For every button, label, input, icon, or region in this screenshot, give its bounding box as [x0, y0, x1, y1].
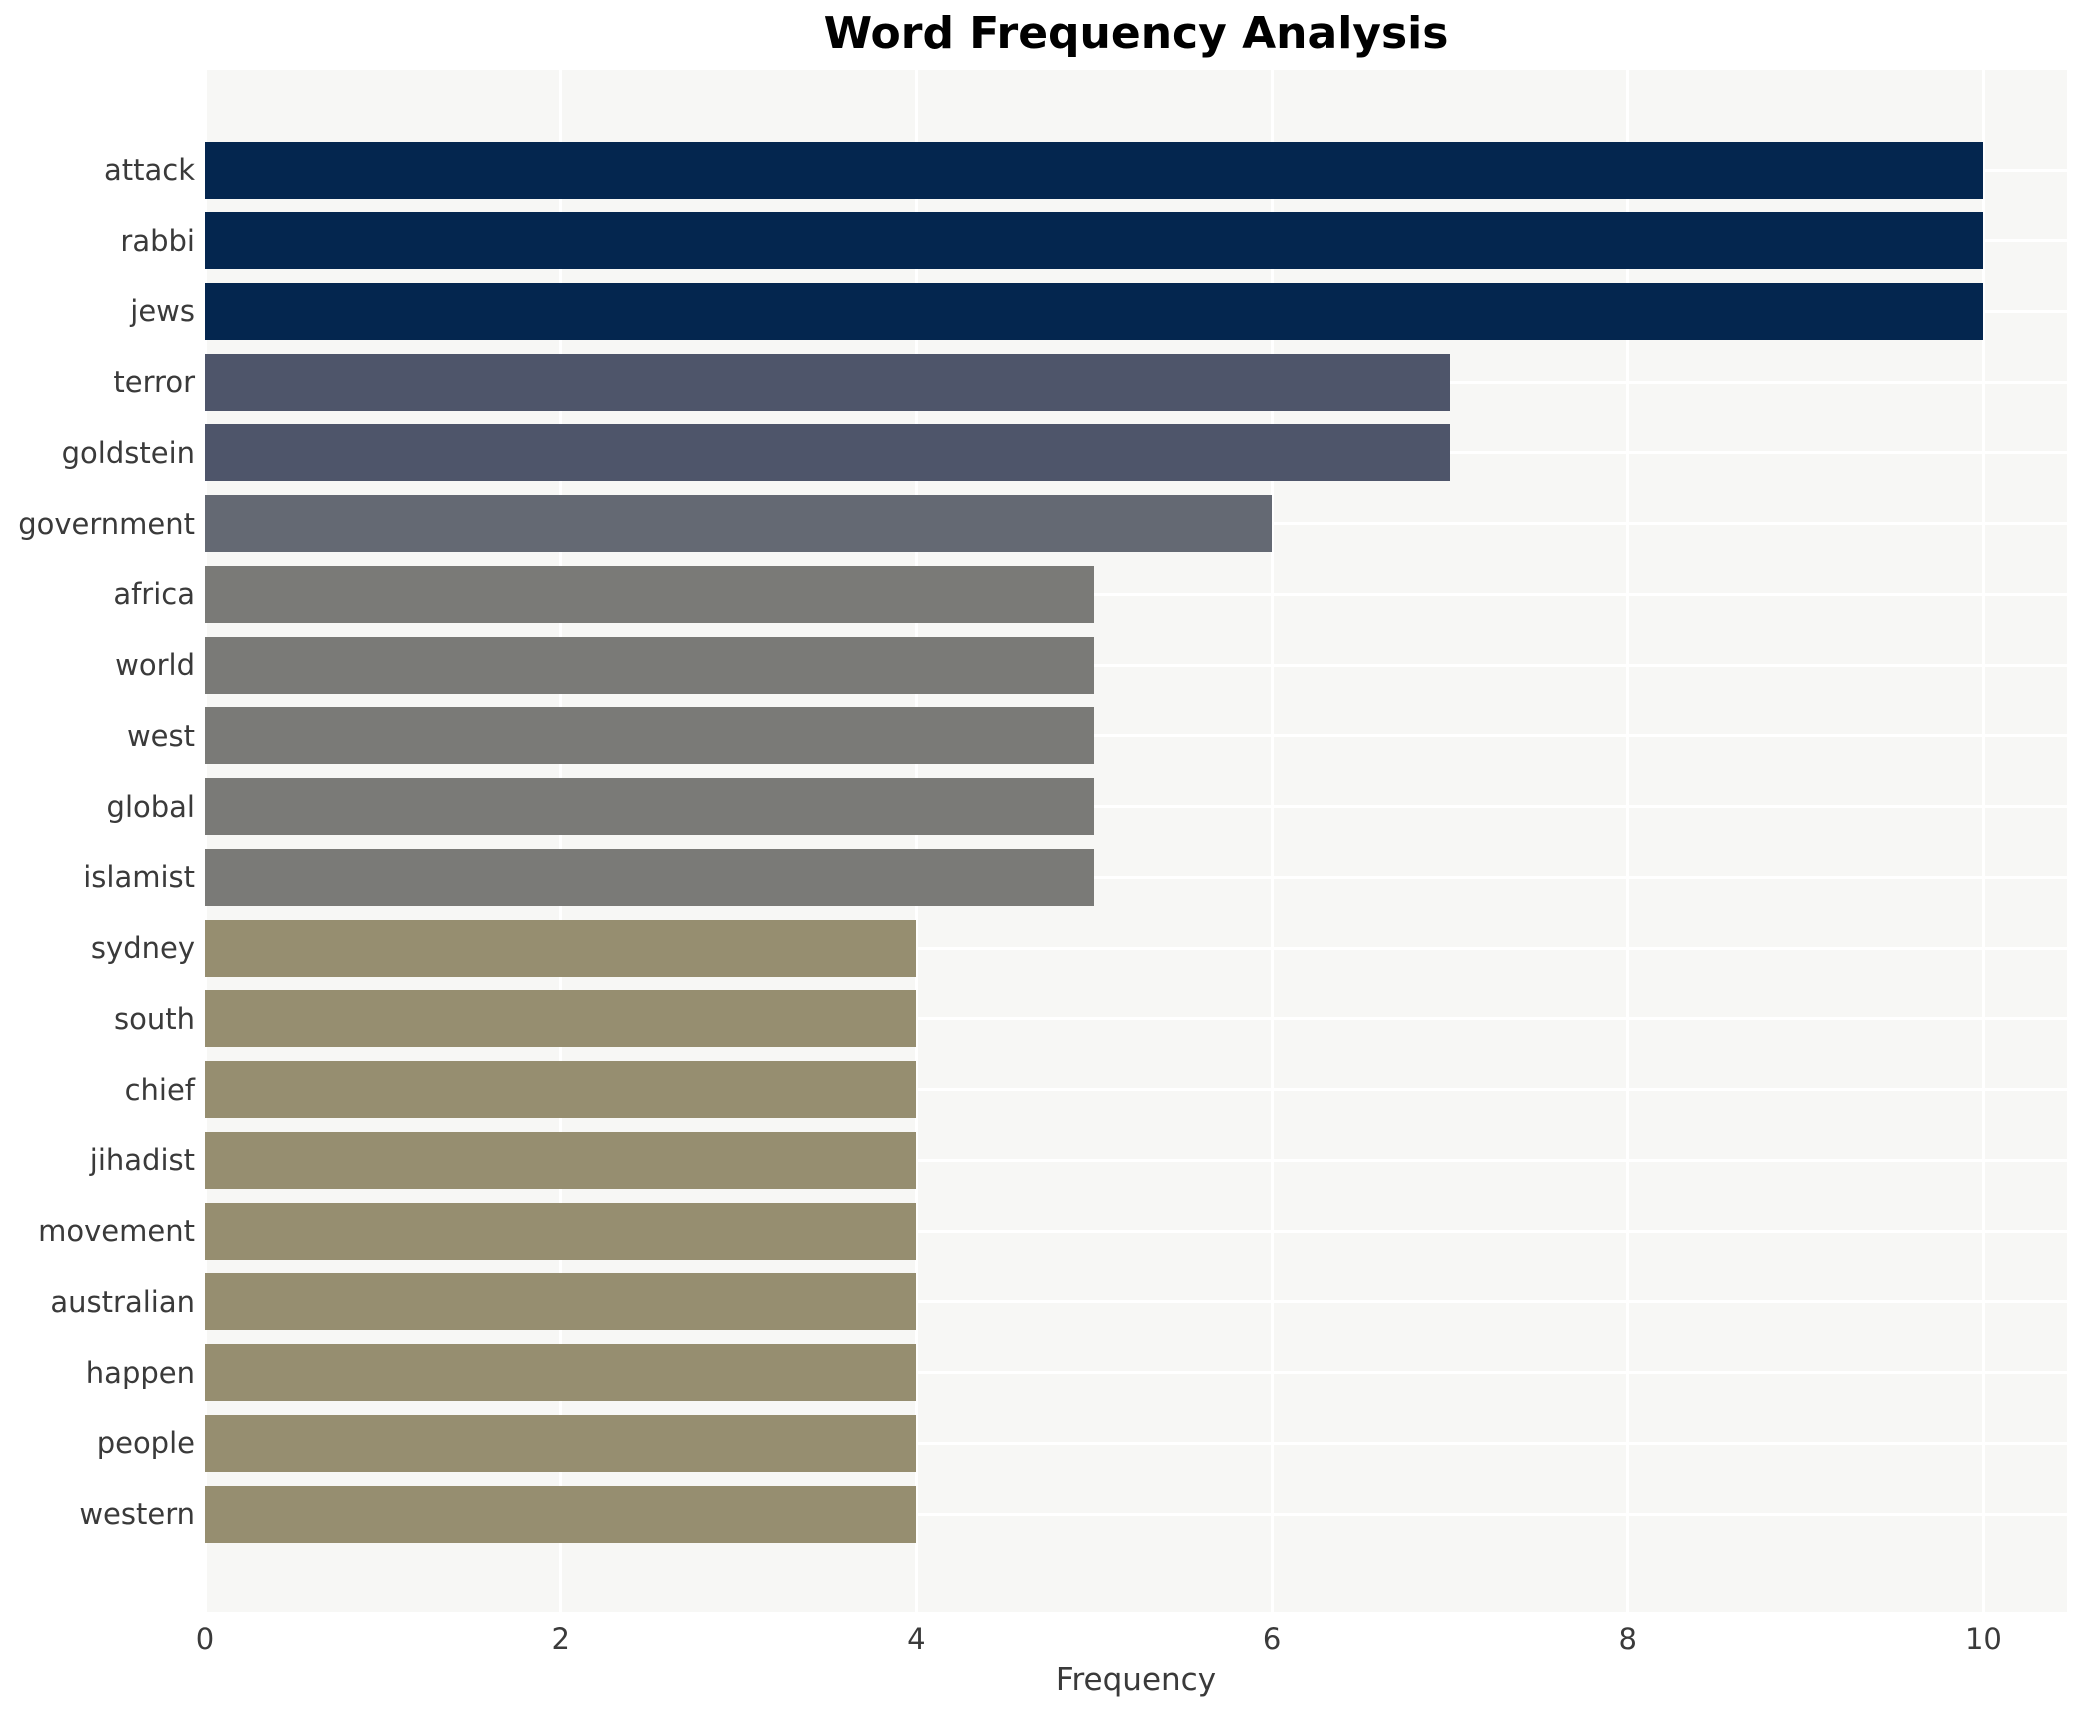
- bar-sydney: [205, 919, 917, 977]
- horizontal-gridline: [205, 875, 2067, 879]
- y-tick-label-terror: terror: [113, 365, 195, 400]
- bar-west: [205, 707, 1095, 765]
- bar-goldstein: [205, 424, 1450, 482]
- vertical-gridline: [1626, 70, 1630, 1612]
- horizontal-gridline: [205, 1229, 2067, 1233]
- y-tick-label-australian: australian: [50, 1284, 195, 1319]
- horizontal-gridline: [205, 734, 2067, 738]
- y-tick-label-rabbi: rabbi: [120, 223, 195, 258]
- y-tick-label-islamist: islamist: [83, 860, 195, 895]
- horizontal-gridline: [205, 946, 2067, 950]
- bar-terror: [205, 353, 1450, 411]
- bar-islamist: [205, 848, 1095, 906]
- bar-movement: [205, 1202, 917, 1260]
- y-tick-label-chief: chief: [124, 1072, 195, 1107]
- horizontal-gridline: [205, 663, 2067, 667]
- horizontal-gridline: [205, 1088, 2067, 1092]
- bar-happen: [205, 1344, 917, 1402]
- vertical-gridline: [1981, 70, 1985, 1612]
- y-tick-label-global: global: [106, 789, 195, 824]
- horizontal-gridline: [205, 1300, 2067, 1304]
- vertical-gridline: [1270, 70, 1274, 1612]
- horizontal-gridline: [205, 805, 2067, 809]
- x-tick-label-2: 2: [551, 1622, 570, 1656]
- bar-australian: [205, 1273, 917, 1331]
- y-tick-label-south: south: [114, 1001, 195, 1036]
- plot-area: [203, 70, 2067, 1612]
- y-tick-label-happen: happen: [85, 1355, 195, 1390]
- y-tick-label-government: government: [18, 506, 195, 541]
- y-tick-label-jihadist: jihadist: [89, 1143, 195, 1178]
- bar-jihadist: [205, 1131, 917, 1189]
- y-tick-label-west: west: [126, 718, 195, 753]
- vertical-gridline: [559, 70, 563, 1612]
- vertical-gridline: [203, 70, 207, 1612]
- y-tick-label-jews: jews: [130, 294, 195, 329]
- vertical-gridline: [914, 70, 918, 1612]
- bar-chief: [205, 1061, 917, 1119]
- bar-attack: [205, 141, 1984, 199]
- bar-south: [205, 990, 917, 1048]
- y-tick-label-people: people: [96, 1426, 195, 1461]
- horizontal-gridline: [205, 1371, 2067, 1375]
- x-tick-label-6: 6: [1262, 1622, 1282, 1656]
- y-tick-label-movement: movement: [38, 1214, 195, 1249]
- x-tick-label-8: 8: [1618, 1622, 1637, 1656]
- bar-government: [205, 495, 1273, 553]
- horizontal-gridline: [205, 592, 2067, 596]
- chart-title: Word Frequency Analysis: [823, 8, 1449, 59]
- horizontal-gridline: [205, 1441, 2067, 1445]
- x-axis-label: Frequency: [1055, 1662, 1217, 1698]
- x-tick-label-0: 0: [195, 1622, 215, 1656]
- y-tick-label-goldstein: goldstein: [61, 435, 195, 470]
- bar-rabbi: [205, 212, 1984, 270]
- bar-people: [205, 1414, 917, 1472]
- y-tick-label-world: world: [115, 648, 195, 683]
- horizontal-gridline: [205, 1017, 2067, 1021]
- bar-world: [205, 636, 1095, 694]
- y-tick-label-western: western: [79, 1497, 195, 1532]
- bar-global: [205, 778, 1095, 836]
- y-tick-label-sydney: sydney: [90, 931, 195, 966]
- x-tick-label-4: 4: [907, 1622, 926, 1656]
- horizontal-gridline: [205, 1158, 2067, 1162]
- y-tick-label-africa: africa: [113, 577, 195, 612]
- horizontal-gridline: [205, 1512, 2067, 1516]
- bar-western: [205, 1485, 917, 1543]
- bar-africa: [205, 565, 1095, 623]
- y-tick-label-attack: attack: [103, 153, 195, 187]
- bar-jews: [205, 282, 1984, 340]
- x-tick-label-10: 10: [1964, 1622, 2002, 1656]
